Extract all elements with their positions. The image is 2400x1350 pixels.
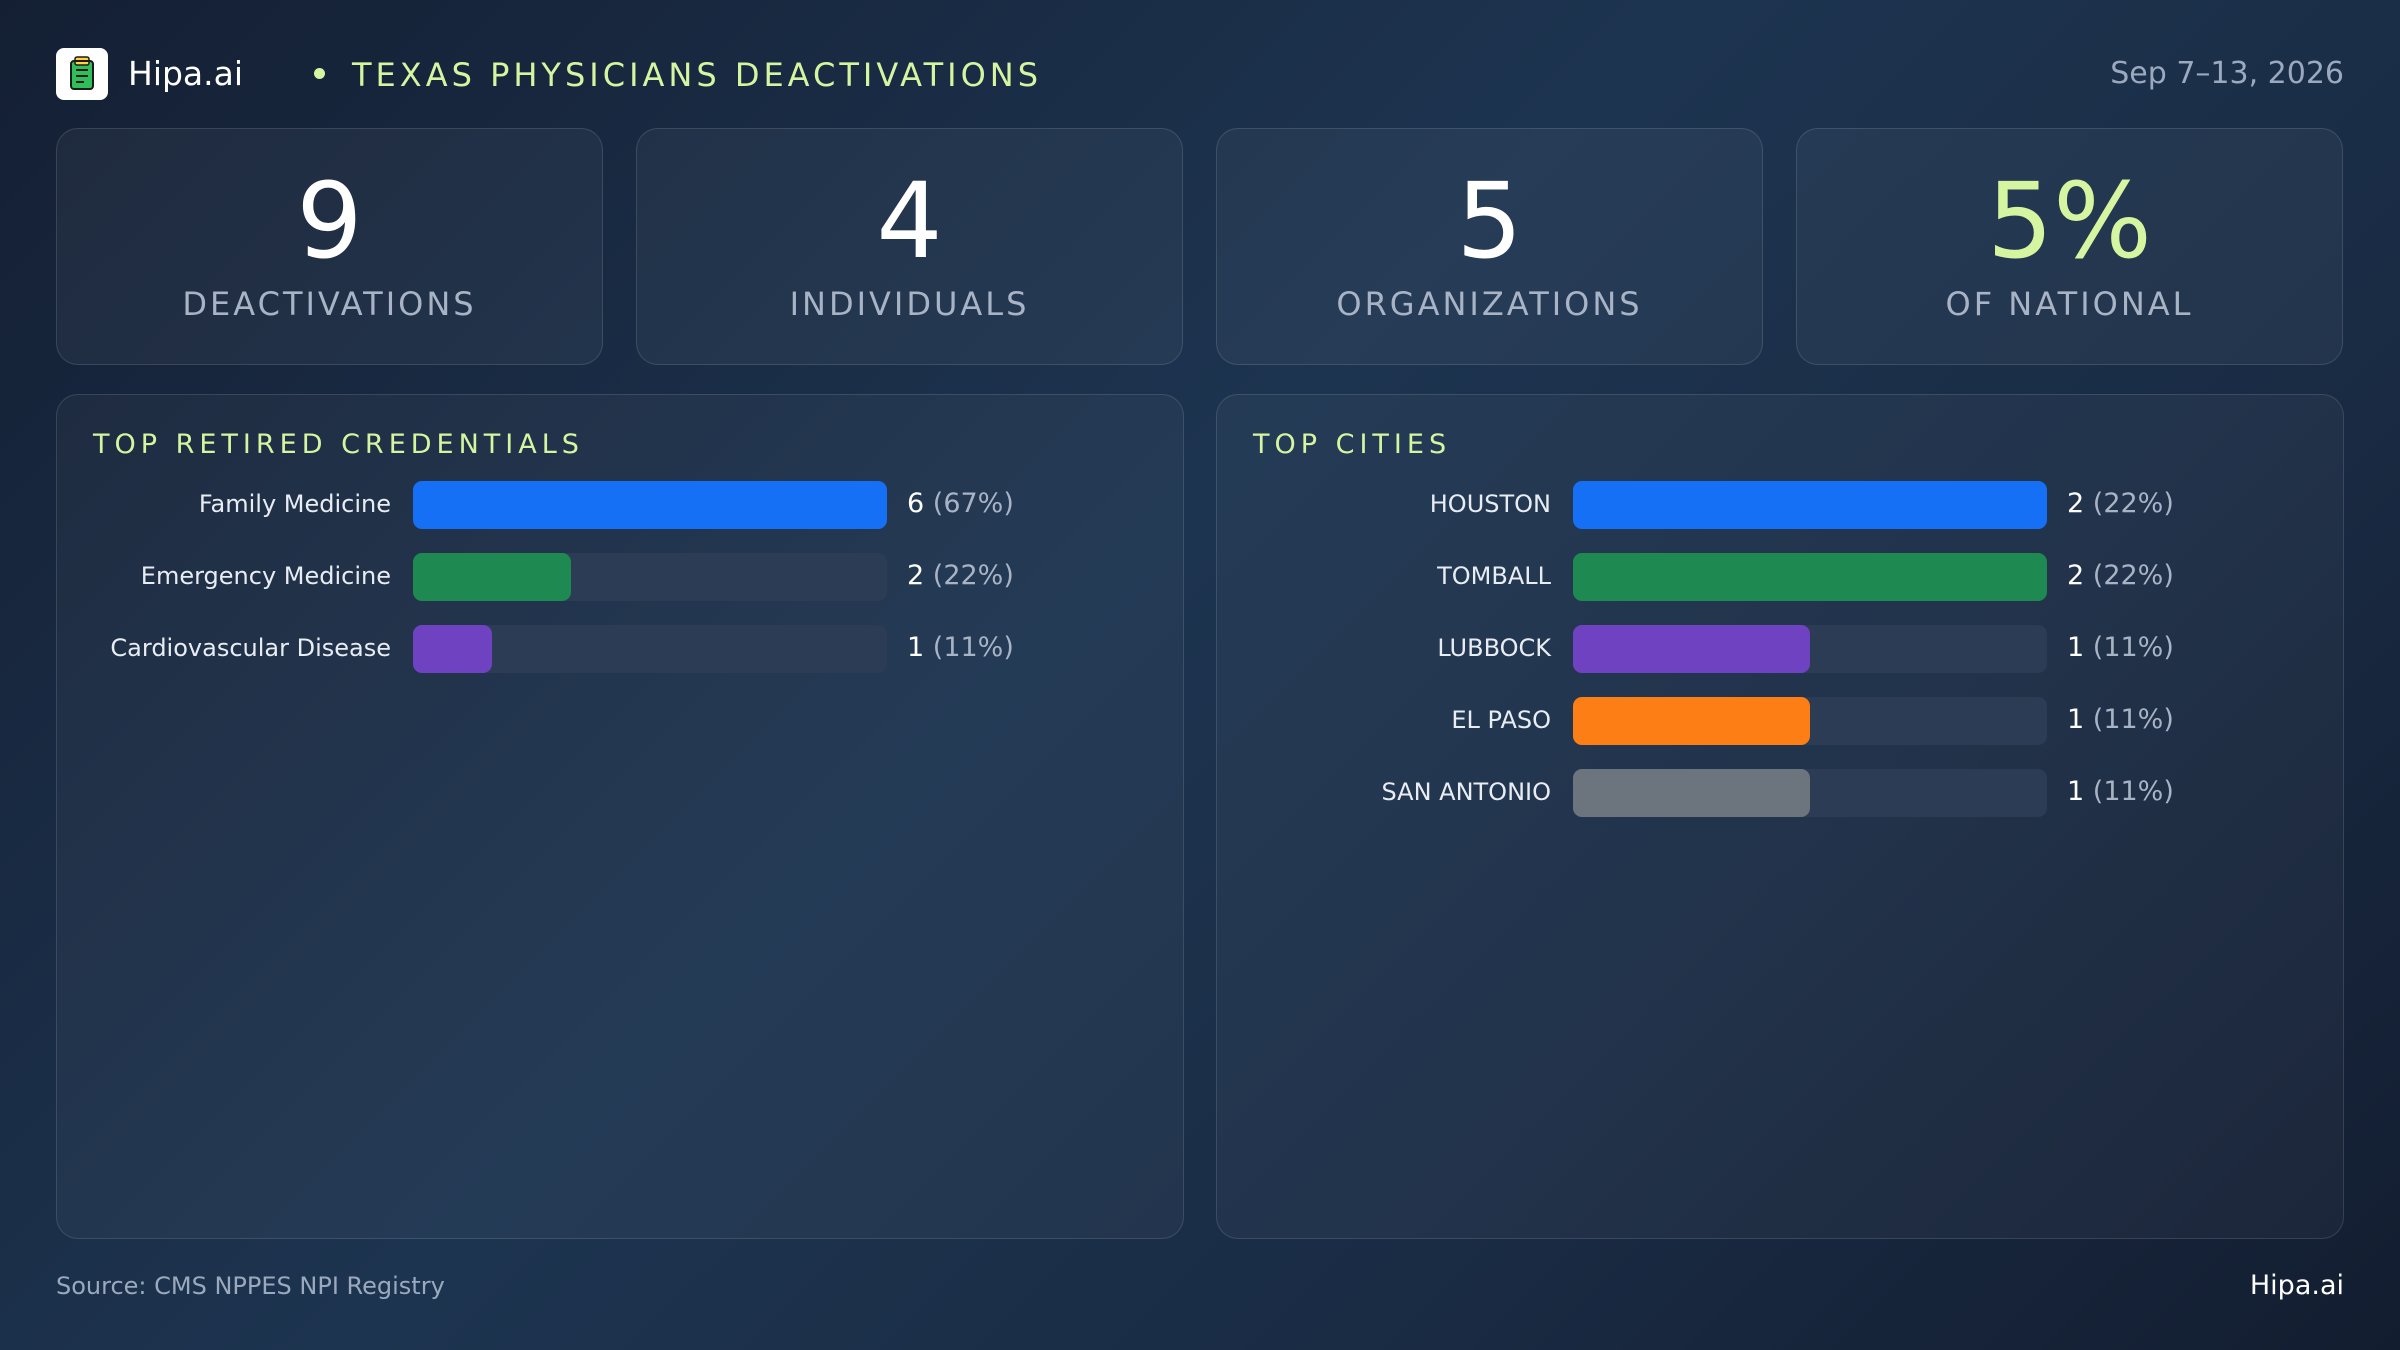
bar xyxy=(1573,769,1810,817)
stat-card-individuals: 4 INDIVIDUALS xyxy=(636,128,1183,365)
date-range: Sep 7–13, 2026 xyxy=(2110,56,2344,91)
page-title: TEXAS PHYSICIANS DEACTIVATIONS xyxy=(352,56,1042,94)
bar-percent: (11%) xyxy=(932,632,1014,663)
bar-row: LUBBOCK 1 (11%) xyxy=(1217,625,2343,675)
bar-value-label: 2 (22%) xyxy=(2067,488,2174,519)
bar-percent: (11%) xyxy=(2092,776,2174,807)
bar-track xyxy=(1573,769,2047,817)
stat-value: 5 xyxy=(1456,160,1523,282)
bar-value-label: 2 (22%) xyxy=(2067,560,2174,591)
bar xyxy=(413,481,887,529)
brand-name: Hipa.ai xyxy=(128,54,244,93)
stat-value: 4 xyxy=(876,160,943,282)
bar-row: HOUSTON 2 (22%) xyxy=(1217,481,2343,531)
chart-title: TOP RETIRED CREDENTIALS xyxy=(93,429,584,460)
bar-percent: (11%) xyxy=(2092,704,2174,735)
bar-category-label: Cardiovascular Disease xyxy=(110,634,391,662)
bar-value-label: 1 (11%) xyxy=(2067,776,2174,807)
bar-track xyxy=(1573,697,2047,745)
bar-category-label: Family Medicine xyxy=(198,490,391,518)
footer-brand: Hipa.ai xyxy=(2249,1270,2344,1301)
bar-row: SAN ANTONIO 1 (11%) xyxy=(1217,769,2343,819)
stat-card-deactivations: 9 DEACTIVATIONS xyxy=(56,128,603,365)
stat-card-organizations: 5 ORGANIZATIONS xyxy=(1216,128,1763,365)
bar-count: 1 xyxy=(907,632,925,663)
bar-track xyxy=(1573,481,2047,529)
bar-value-label: 1 (11%) xyxy=(907,632,1014,663)
bar-category-label: SAN ANTONIO xyxy=(1381,778,1551,806)
bar-row: EL PASO 1 (11%) xyxy=(1217,697,2343,747)
header: Hipa.ai TEXAS PHYSICIANS DEACTIVATIONS S… xyxy=(56,46,2344,102)
bar-track xyxy=(1573,553,2047,601)
panel-top-cities: TOP CITIES HOUSTON 2 (22%) TOMBALL 2 (22%) L… xyxy=(1216,394,2344,1239)
bar-category-label: TOMBALL xyxy=(1437,562,1551,590)
bar-track xyxy=(413,625,887,673)
bar-category-label: HOUSTON xyxy=(1429,490,1551,518)
bar-row: Family Medicine 6 (67%) xyxy=(57,481,1183,531)
bar-value-label: 6 (67%) xyxy=(907,488,1014,519)
bar-count: 2 xyxy=(2067,560,2085,591)
bar-row: Cardiovascular Disease 1 (11%) xyxy=(57,625,1183,675)
separator-dot xyxy=(314,68,325,79)
stat-label: OF NATIONAL xyxy=(1945,285,2194,323)
bar xyxy=(1573,481,2047,529)
bar xyxy=(1573,553,2047,601)
bar-count: 6 xyxy=(907,488,925,519)
bar-row: Emergency Medicine 2 (22%) xyxy=(57,553,1183,603)
bar-track xyxy=(413,553,887,601)
bar-value-label: 2 (22%) xyxy=(907,560,1014,591)
panel-top-credentials: TOP RETIRED CREDENTIALS Family Medicine 6… xyxy=(56,394,1184,1239)
bar-count: 1 xyxy=(2067,704,2085,735)
bar-percent: (22%) xyxy=(2092,560,2174,591)
bar-percent: (22%) xyxy=(2092,488,2174,519)
bar-value-label: 1 (11%) xyxy=(2067,632,2174,663)
bar-track xyxy=(413,481,887,529)
bar-count: 1 xyxy=(2067,632,2085,663)
bar-value-label: 1 (11%) xyxy=(2067,704,2174,735)
bar-category-label: LUBBOCK xyxy=(1437,634,1551,662)
bar-percent: (22%) xyxy=(932,560,1014,591)
bar-count: 2 xyxy=(907,560,925,591)
source-note: Source: CMS NPPES NPI Registry xyxy=(56,1272,445,1300)
chart-title: TOP CITIES xyxy=(1253,429,1452,460)
stat-value: 9 xyxy=(296,160,363,282)
clipboard-icon xyxy=(56,48,108,100)
bar-category-label: Emergency Medicine xyxy=(140,562,391,590)
bar-percent: (11%) xyxy=(2092,632,2174,663)
stat-card-national-share: 5% OF NATIONAL xyxy=(1796,128,2343,365)
bar-percent: (67%) xyxy=(932,488,1014,519)
bar xyxy=(1573,625,1810,673)
bar-count: 1 xyxy=(2067,776,2085,807)
bar-track xyxy=(1573,625,2047,673)
stat-label: ORGANIZATIONS xyxy=(1336,285,1643,323)
bar-row: TOMBALL 2 (22%) xyxy=(1217,553,2343,603)
bar-count: 2 xyxy=(2067,488,2085,519)
bar-category-label: EL PASO xyxy=(1451,706,1551,734)
stat-label: DEACTIVATIONS xyxy=(182,285,477,323)
bar xyxy=(1573,697,1810,745)
bar xyxy=(413,553,571,601)
bar xyxy=(413,625,492,673)
stat-value: 5% xyxy=(1987,160,2152,282)
stat-label: INDIVIDUALS xyxy=(789,285,1030,323)
